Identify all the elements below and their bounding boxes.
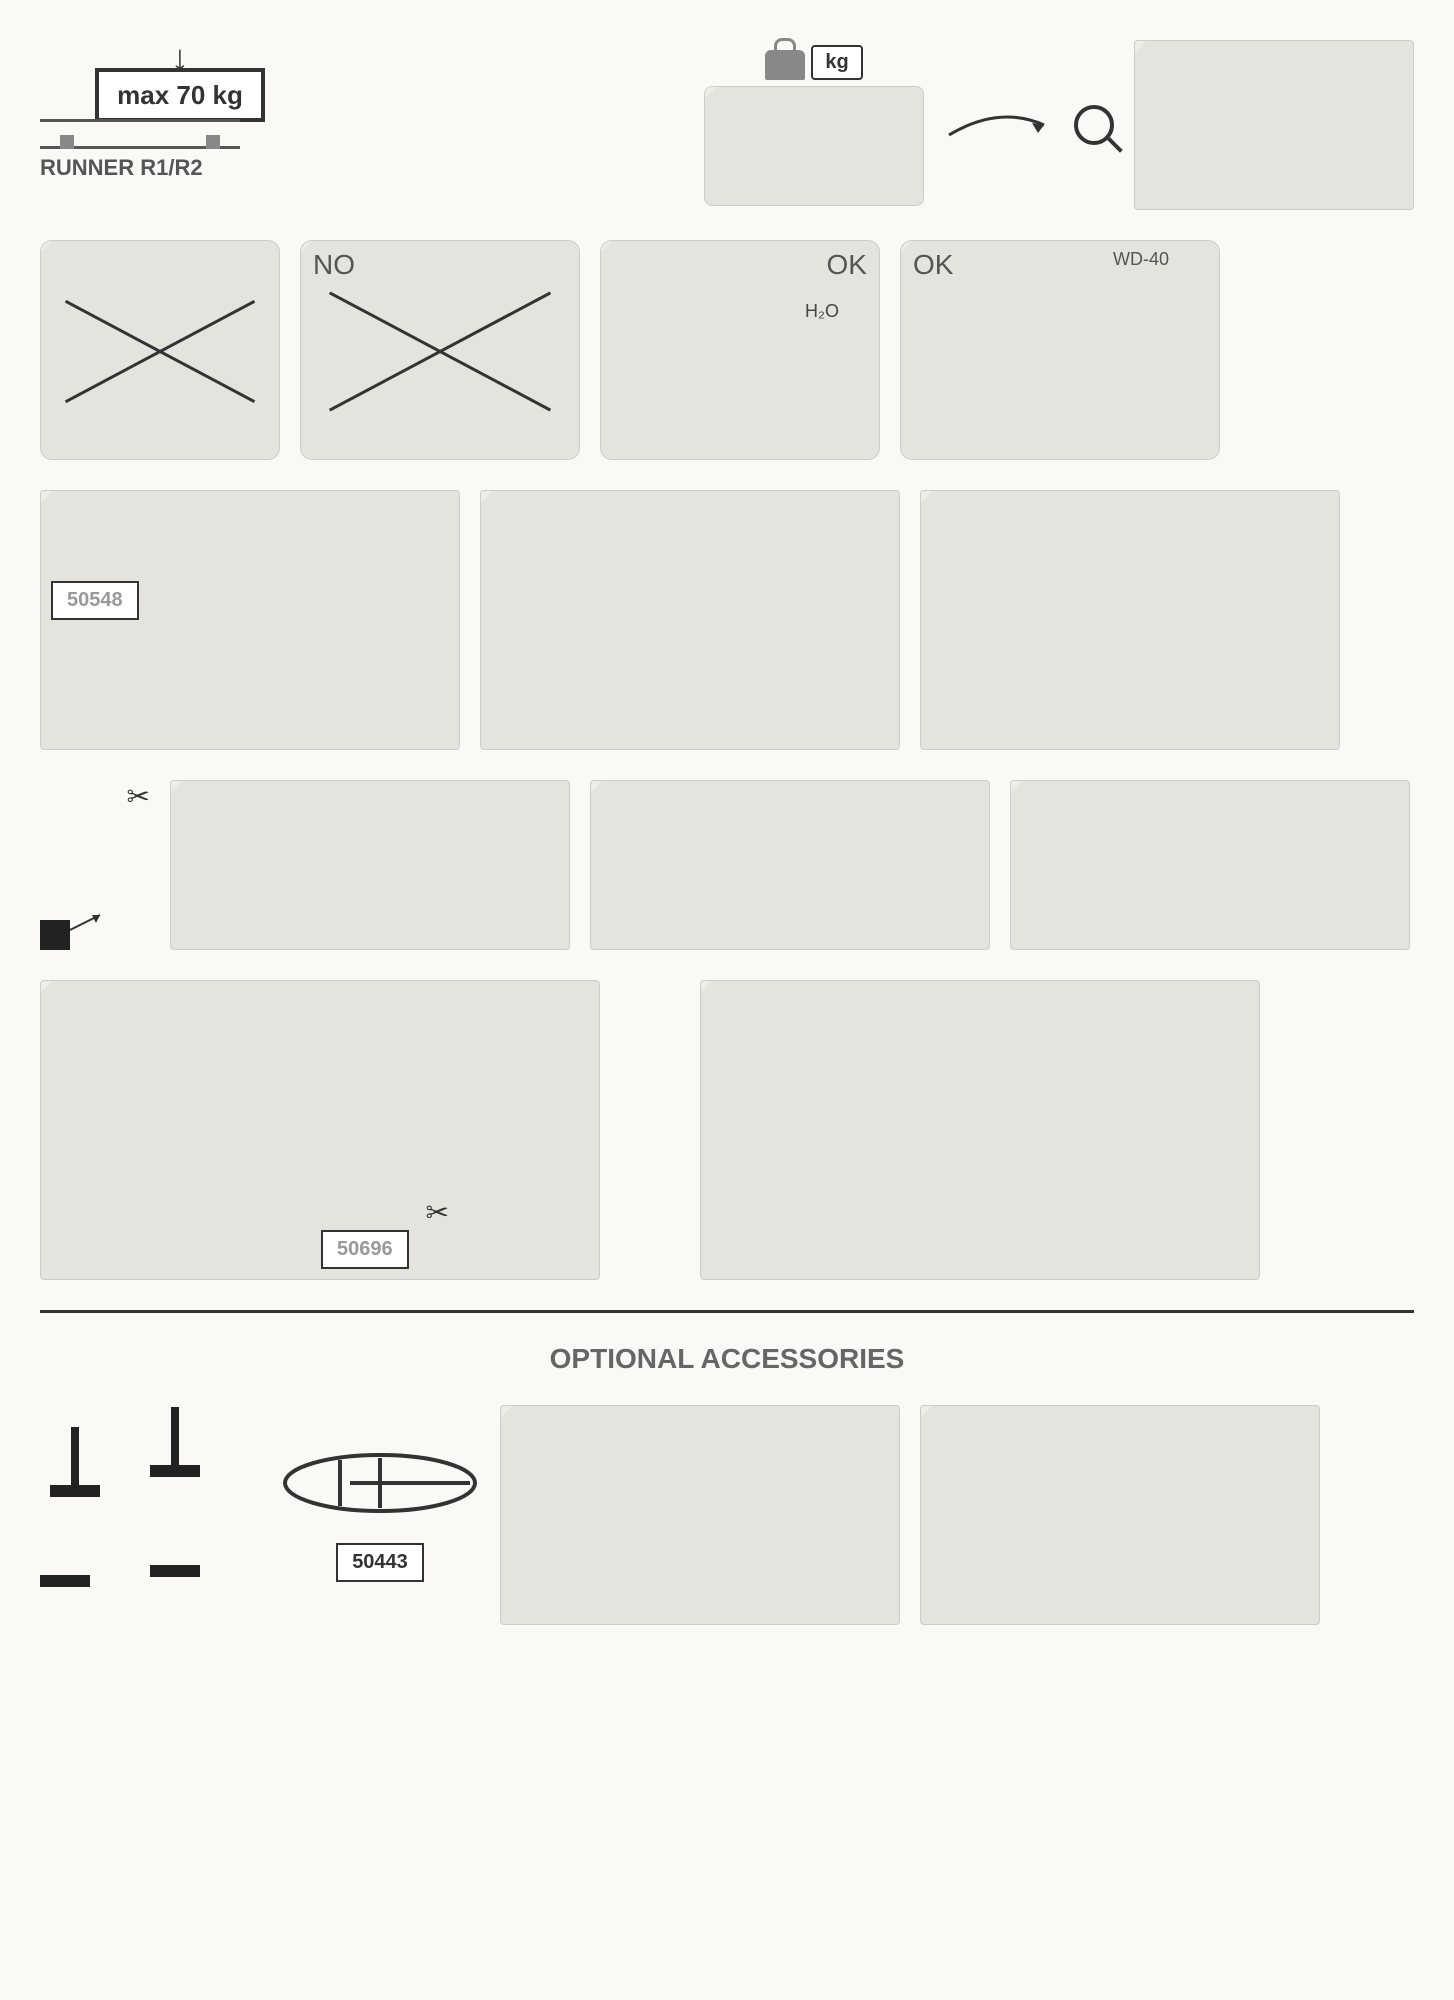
part-50548: 50548 xyxy=(51,581,139,620)
row-strip-cut: ✂ xyxy=(40,780,1414,950)
scissors-icon: ✂ xyxy=(127,780,150,813)
row-strip-insertion: 50548 xyxy=(40,490,1414,750)
bar-assembly-1 xyxy=(170,780,570,950)
mark-cover-illustration: ✂ 50696 xyxy=(40,980,600,1280)
carwash-prohibited-icon xyxy=(40,240,280,460)
kg-label: kg xyxy=(811,45,862,80)
end-cap-icon xyxy=(40,920,70,950)
max-weight-label: max 70 kg xyxy=(95,68,265,122)
weight-block: ↓ max 70 kg RUNNER R1/R2 xyxy=(40,40,320,181)
accessories-title: OPTIONAL ACCESSORIES xyxy=(40,1343,1414,1375)
cut-strip-hint: ✂ xyxy=(40,780,150,950)
accessory-mount-2 xyxy=(920,1405,1320,1625)
dashboard-manual-illustration xyxy=(1134,40,1414,210)
row-accessories: 50443 xyxy=(40,1405,1414,1625)
water-cleaning-ok: OK H₂O xyxy=(600,240,880,460)
arrow-right-icon xyxy=(944,100,1054,150)
section-divider xyxy=(40,1310,1414,1313)
wd40-cleaning-ok: OK WD-40 xyxy=(900,240,1220,460)
no-label: NO xyxy=(313,249,355,281)
product-name: RUNNER R1/R2 xyxy=(40,155,320,181)
t-bolt-set xyxy=(40,1415,260,1615)
part-50696: 50696 xyxy=(321,1230,409,1269)
magnifier-icon xyxy=(1074,105,1114,145)
strip-insert-step: 50548 xyxy=(40,490,460,750)
ok-label-1: OK xyxy=(827,249,867,281)
soap-cleaning-no: NO xyxy=(300,240,580,460)
weight-icon xyxy=(765,50,805,80)
bar-foot-illustration-2 xyxy=(920,490,1340,750)
row-cover-cut: ✂ 50696 xyxy=(40,980,1414,1280)
consult-manual-block: kg xyxy=(704,40,1414,210)
ok-label-2: OK xyxy=(913,249,953,281)
bar-profile-block: 50443 xyxy=(280,1448,480,1582)
roof-bars-diagram xyxy=(40,119,240,149)
wd40-label: WD-40 xyxy=(1113,249,1169,270)
bar-profile-icon xyxy=(280,1448,480,1518)
car-rear-illustration xyxy=(704,86,924,206)
row-cleaning-instructions: NO OK H₂O OK WD-40 xyxy=(40,240,1414,460)
bar-assembly-2 xyxy=(590,780,990,950)
part-50443: 50443 xyxy=(336,1543,424,1582)
row-header: ↓ max 70 kg RUNNER R1/R2 kg xyxy=(40,40,1414,210)
cover-installed-illustration xyxy=(700,980,1260,1280)
bar-assembly-3 xyxy=(1010,780,1410,950)
bar-foot-illustration-1 xyxy=(480,490,900,750)
accessory-mount-1 xyxy=(500,1405,900,1625)
h2o-label: H₂O xyxy=(805,301,839,322)
scissors-icon-2: ✂ xyxy=(426,1196,449,1229)
